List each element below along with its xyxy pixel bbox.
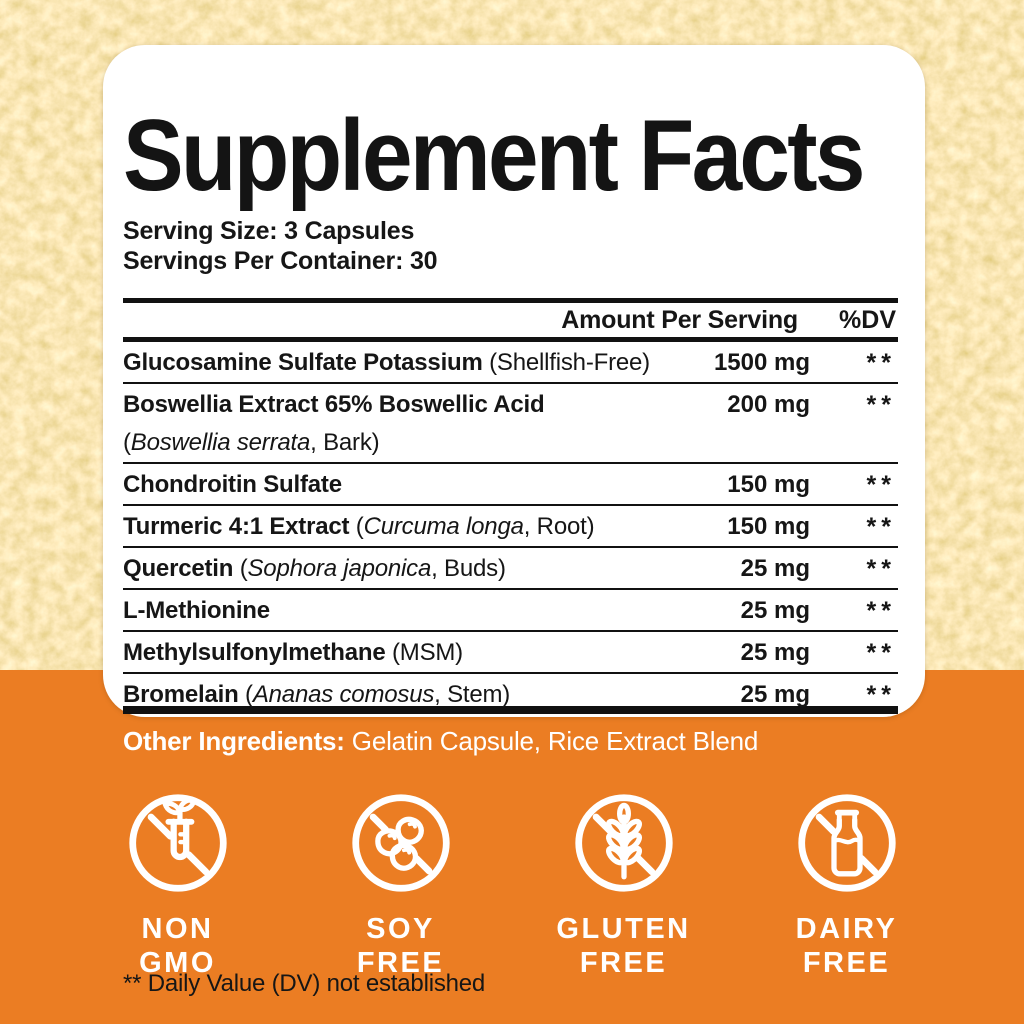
- dairy-free-icon: [794, 790, 900, 896]
- ingredient-botanical: (Boswellia serrata, Bark): [123, 429, 380, 456]
- badge-label: SOY FREE: [356, 913, 445, 979]
- ingredient-amount: 25 mg: [740, 681, 810, 708]
- badge-label: GLUTEN FREE: [556, 913, 691, 979]
- ingredient-amount: 150 mg: [727, 471, 810, 498]
- servings-per-container-text: Servings Per Container: 30: [123, 247, 438, 275]
- ingredient-dv: **: [866, 391, 896, 419]
- ingredient-name: L-Methionine: [123, 597, 270, 624]
- badge-row: NON GMO SOY FREE: [0, 790, 1024, 980]
- ingredient-name: Bromelain (Ananas comosus, Stem): [123, 681, 511, 708]
- facts-table-header: Amount Per Serving %DV: [123, 298, 898, 342]
- ingredient-dv: **: [866, 639, 896, 667]
- facts-rows: Glucosamine Sulfate Potassium (Shellfish…: [123, 342, 898, 714]
- serving-info: Serving Size: 3 Capsules Servings Per Co…: [123, 216, 438, 276]
- other-ingredients-value: Gelatin Capsule, Rice Extract Blend: [344, 726, 759, 756]
- ingredient-name: Turmeric 4:1 Extract (Curcuma longa, Roo…: [123, 513, 595, 540]
- table-row: Bromelain (Ananas comosus, Stem) 25 mg **: [123, 674, 898, 714]
- badge-label: DAIRY FREE: [795, 913, 898, 979]
- ingredient-dv: **: [866, 349, 896, 377]
- ingredient-amount: 25 mg: [740, 639, 810, 666]
- ingredient-dv: **: [866, 471, 896, 499]
- ingredient-name: Glucosamine Sulfate Potassium (Shellfish…: [123, 349, 650, 376]
- badge-label: NON GMO: [139, 913, 216, 979]
- table-row: Turmeric 4:1 Extract (Curcuma longa, Roo…: [123, 506, 898, 548]
- dv-footnote: ** Daily Value (DV) not established: [123, 970, 486, 997]
- other-ingredients: Other Ingredients: Gelatin Capsule, Rice…: [123, 726, 758, 757]
- badge-gluten-free: GLUTEN FREE: [556, 790, 690, 980]
- ingredient-amount: 25 mg: [740, 555, 810, 582]
- table-row: Chondroitin Sulfate 150 mg **: [123, 464, 898, 506]
- other-ingredients-label: Other Ingredients:: [123, 726, 345, 756]
- table-row: Quercetin (Sophora japonica, Buds) 25 mg *…: [123, 548, 898, 590]
- table-row: Glucosamine Sulfate Potassium (Shellfish…: [123, 342, 898, 384]
- badge-soy-free: SOY FREE: [348, 790, 454, 980]
- ingredient-name: Boswellia Extract 65% Boswellic Acid (Bos…: [123, 390, 660, 458]
- ingredient-amount: 150 mg: [727, 513, 810, 540]
- ingredient-dv: **: [866, 597, 896, 625]
- ingredient-amount: 1500 mg: [713, 349, 810, 376]
- ingredient-name: Quercetin (Sophora japonica, Buds): [123, 555, 506, 582]
- badge-non-gmo: NON GMO: [125, 790, 231, 980]
- non-gmo-icon: [125, 790, 231, 896]
- ingredient-dv: **: [866, 681, 896, 709]
- serving-size-text: Serving Size: 3 Capsules: [123, 217, 415, 245]
- ingredient-amount: 25 mg: [740, 597, 810, 624]
- supplement-facts-panel: Supplement Facts Serving Size: 3 Capsule…: [103, 45, 925, 997]
- amount-per-serving-header: Amount Per Serving: [561, 305, 798, 334]
- page-title: Supplement Facts: [123, 100, 865, 212]
- table-row: Methylsulfonylmethane (MSM) 25 mg **: [123, 632, 898, 674]
- dv-header: %DV: [839, 305, 896, 334]
- badge-dairy-free: DAIRY FREE: [794, 790, 900, 980]
- gluten-free-icon: [571, 790, 677, 896]
- table-row: Boswellia Extract 65% Boswellic Acid (Bos…: [123, 384, 898, 464]
- ingredient-name: Methylsulfonylmethane (MSM): [123, 639, 463, 666]
- ingredient-amount: 200 mg: [727, 391, 810, 418]
- table-row: L-Methionine 25 mg **: [123, 590, 898, 632]
- ingredient-name: Chondroitin Sulfate: [123, 471, 342, 498]
- ingredient-dv: **: [866, 555, 896, 583]
- ingredient-dv: **: [866, 513, 896, 541]
- soy-free-icon: [348, 790, 454, 896]
- facts-table: Amount Per Serving %DV Glucosamine Sulfa…: [123, 298, 898, 997]
